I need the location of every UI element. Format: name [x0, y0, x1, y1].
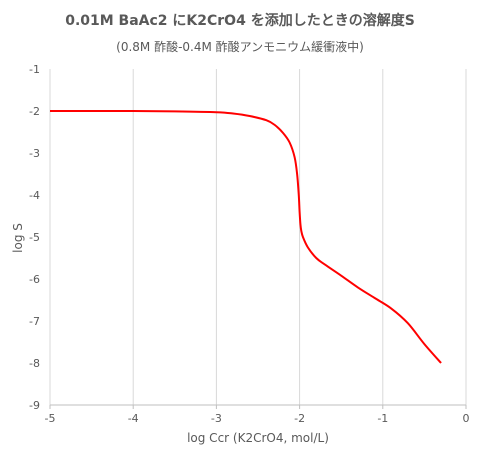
y-tick-label: -3 — [29, 147, 40, 160]
chart-title: 0.01M BaAc2 にK2CrO4 を添加したときの溶解度S — [65, 13, 415, 29]
y-tick-label: -4 — [29, 189, 40, 202]
x-tick-label: -5 — [45, 412, 56, 425]
x-tick-label: -4 — [128, 412, 139, 425]
y-tick-label: -2 — [29, 105, 40, 118]
x-tick-label: 0 — [463, 412, 470, 425]
y-tick-label: -9 — [29, 399, 40, 412]
y-tick-label: -8 — [29, 357, 40, 370]
y-tick-label: -5 — [29, 231, 40, 244]
y-axis-label: log S — [11, 223, 25, 253]
y-tick-label: -1 — [29, 63, 40, 76]
series-line-0 — [50, 109, 442, 364]
chart-subtitle: (0.8M 酢酸-0.4M 酢酸アンモニウム緩衝液中) — [116, 40, 364, 54]
x-axis-label: log Ccr (K2CrO4, mol/L) — [187, 431, 329, 445]
y-tick-label: -7 — [29, 315, 40, 328]
x-tick-label: -1 — [377, 412, 388, 425]
x-tick-label: -2 — [294, 412, 305, 425]
y-tick-label: -6 — [29, 273, 40, 286]
x-tick-label: -3 — [211, 412, 222, 425]
